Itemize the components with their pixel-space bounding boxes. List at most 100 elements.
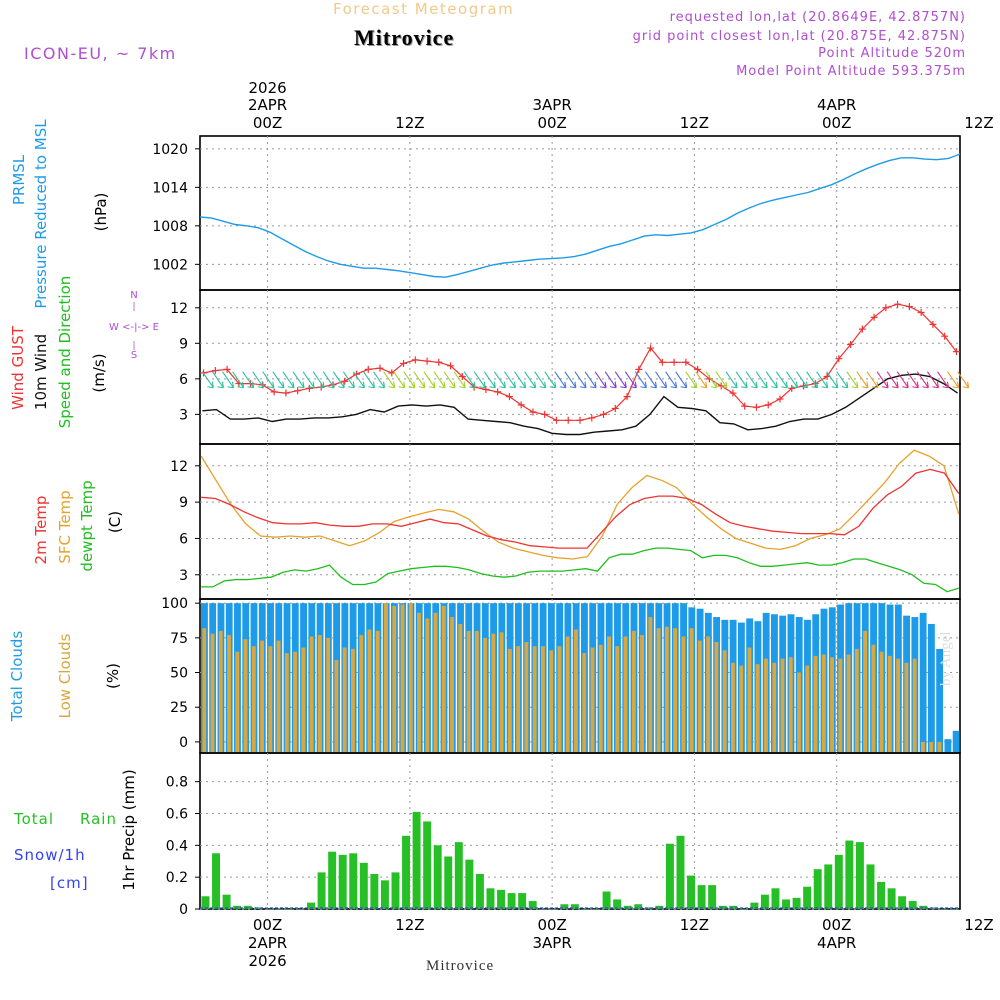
gust-marker xyxy=(364,365,372,373)
low-clouds-bar xyxy=(780,658,785,752)
rain-bar xyxy=(201,896,210,909)
wind-direction-arrow xyxy=(352,371,365,389)
low-clouds-bar xyxy=(879,651,884,752)
panel-frames xyxy=(199,135,961,910)
low-clouds-bar xyxy=(251,646,256,752)
temp-y-tick-label: 3 xyxy=(179,568,188,584)
low-clouds-bar xyxy=(400,604,405,752)
wind-direction-arrow xyxy=(453,371,466,389)
precip-snow-label: Snow/1h xyxy=(14,846,86,864)
rain-bar xyxy=(391,872,400,909)
low-clouds-bar xyxy=(830,657,834,752)
low-clouds-bar xyxy=(565,636,570,752)
gust-marker xyxy=(905,303,913,311)
gust-marker xyxy=(458,372,466,380)
precip-y-tick-label: 0 xyxy=(179,902,188,918)
temp-2m-series-line xyxy=(201,468,960,549)
wind-direction-arrow xyxy=(846,371,859,389)
wind-direction-arrow xyxy=(715,371,728,389)
wind-direction-arrow xyxy=(816,371,829,389)
wind-direction-arrow xyxy=(594,371,607,389)
rain-bar xyxy=(349,853,358,909)
gust-marker xyxy=(658,358,666,366)
wind-direction-arrow xyxy=(775,371,788,389)
wind-direction-arrow xyxy=(584,371,597,389)
compass-south: S xyxy=(131,350,137,361)
low-clouds-bar xyxy=(730,662,735,752)
clouds-y-tick-label: 0 xyxy=(179,735,188,751)
gust-marker xyxy=(682,358,690,366)
low-clouds-bar xyxy=(574,629,578,752)
low-clouds-bar xyxy=(326,637,331,752)
low-clouds-bar xyxy=(937,741,942,752)
total-clouds-bar xyxy=(952,730,960,752)
rain-bar xyxy=(708,885,717,909)
low-clouds-bar xyxy=(755,664,760,752)
gust-marker xyxy=(294,387,302,395)
rain-bar xyxy=(592,909,601,910)
low-clouds-bar xyxy=(929,741,934,752)
clouds-unit: (%) xyxy=(104,663,122,689)
gust-marker xyxy=(376,364,384,372)
rain-bar xyxy=(528,901,537,909)
wind-direction-arrow xyxy=(211,371,224,389)
wind-direction-arrow xyxy=(886,371,899,389)
gust-marker xyxy=(552,416,560,424)
gust-marker xyxy=(588,414,596,422)
rain-bar xyxy=(803,886,812,909)
rain-bar xyxy=(444,856,453,909)
rain-bar xyxy=(792,897,801,909)
wind-direction-arrow xyxy=(765,371,778,389)
temp-y-tick-label: 6 xyxy=(179,531,188,547)
dewpt-label: dewpt Temp xyxy=(78,480,96,571)
wind-direction-arrow xyxy=(685,371,698,389)
gust-marker xyxy=(341,377,349,385)
rain-bar xyxy=(729,905,738,909)
pressure-y-tick-label: 1008 xyxy=(152,219,188,235)
gust-marker xyxy=(541,410,549,418)
rain-bar xyxy=(866,864,875,909)
gust-marker xyxy=(917,309,925,317)
wind-direction-arrow xyxy=(232,371,245,389)
precip-y-tick-label: 0.6 xyxy=(166,806,188,822)
rain-bar xyxy=(507,893,516,909)
rain-bar xyxy=(497,889,506,909)
top-time-label: 12Z xyxy=(680,114,709,132)
wind-direction-arrow xyxy=(745,371,758,389)
temp-2m-label: 2m Temp xyxy=(32,496,50,565)
rain-bar xyxy=(813,869,822,909)
low-clouds-bar xyxy=(623,636,628,752)
gust-marker xyxy=(447,362,455,370)
low-clouds-bar xyxy=(813,655,818,752)
gust-marker xyxy=(576,416,584,424)
wind-direction-arrow xyxy=(705,371,718,389)
wind-direction-arrow xyxy=(493,371,506,389)
rain-bar xyxy=(760,894,769,909)
low-clouds-bar xyxy=(681,636,686,752)
rain-bar xyxy=(898,896,907,909)
rain-bar xyxy=(739,909,748,910)
wind-direction-arrow xyxy=(312,371,325,389)
low-clouds-bar xyxy=(904,662,909,752)
rain-bar xyxy=(581,909,590,910)
low-clouds-bar xyxy=(871,644,876,752)
low-clouds-bar xyxy=(524,642,529,752)
rain-bar xyxy=(465,859,474,909)
low-clouds-bar xyxy=(301,647,306,752)
wind-direction-arrow xyxy=(463,371,476,389)
wind-gust-label: Wind GUST xyxy=(9,325,27,410)
low-clouds-bar xyxy=(722,650,727,752)
wind-direction-arrow xyxy=(574,371,587,389)
low-clouds-bar xyxy=(607,636,611,752)
wind-y-tick-label: 12 xyxy=(170,301,188,317)
wind-direction-arrow xyxy=(282,371,295,389)
gust-marker xyxy=(941,332,949,340)
low-clouds-bar xyxy=(557,646,562,752)
gust-marker xyxy=(835,355,843,363)
low-clouds-bar xyxy=(334,660,339,752)
low-clouds-bar xyxy=(739,665,744,752)
low-clouds-bar xyxy=(218,630,223,752)
low-clouds-bar xyxy=(268,646,273,752)
wind-direction-arrow xyxy=(413,371,426,389)
